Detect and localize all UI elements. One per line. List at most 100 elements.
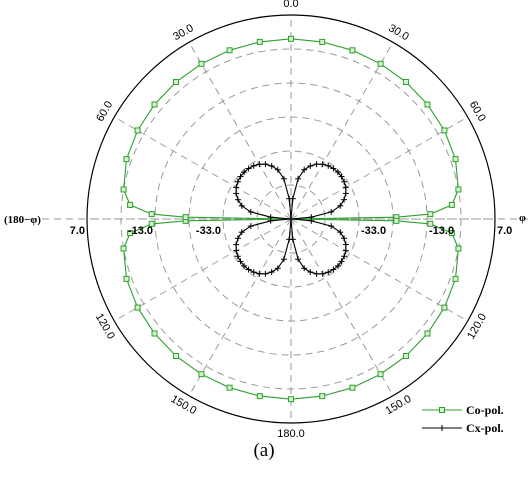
data-point — [313, 161, 320, 168]
data-point — [448, 201, 455, 208]
figure-caption: (a) — [253, 440, 275, 461]
data-point — [198, 60, 205, 67]
data-point — [349, 47, 356, 54]
data-point — [182, 214, 189, 221]
data-point — [234, 235, 241, 242]
data-point — [134, 127, 141, 134]
data-point — [123, 156, 130, 163]
data-point — [262, 270, 269, 277]
data-point — [338, 258, 345, 265]
legend-label: Cx-pol. — [466, 421, 504, 435]
data-point — [268, 269, 275, 276]
data-point — [427, 211, 434, 218]
data-point — [328, 208, 335, 215]
data-point — [337, 229, 344, 236]
grid-circle — [256, 184, 326, 254]
data-point — [280, 256, 287, 263]
data-point — [325, 269, 332, 276]
data-point — [334, 262, 341, 269]
data-point — [256, 38, 263, 45]
data-point — [247, 223, 254, 230]
data-point — [342, 241, 349, 248]
legend: Co-pol. Cx-pol. — [422, 403, 504, 435]
data-point — [337, 202, 344, 209]
angle-tick-label: 180.0 — [277, 428, 305, 440]
data-point — [247, 208, 254, 215]
data-point — [274, 166, 281, 173]
data-point — [424, 101, 431, 108]
radial-tick-label: 7.0 — [497, 225, 512, 237]
data-point — [349, 384, 356, 391]
data-point — [330, 165, 337, 172]
data-point — [319, 393, 326, 400]
data-point — [274, 265, 281, 272]
data-point — [288, 396, 294, 403]
data-point — [448, 230, 455, 237]
data-point — [245, 165, 252, 172]
data-point — [301, 166, 308, 173]
data-point — [262, 161, 269, 168]
angle-tick-label: 150.0 — [169, 393, 199, 417]
data-point — [393, 217, 400, 224]
data-point — [173, 79, 180, 86]
data-point — [256, 393, 263, 400]
data-point — [441, 304, 448, 311]
angle-tick-label: 150.0 — [384, 393, 414, 417]
data-point — [256, 270, 263, 277]
grid-spoke — [188, 42, 292, 220]
data-point — [238, 202, 245, 209]
data-point — [245, 266, 252, 273]
data-point — [301, 265, 308, 272]
data-point — [307, 162, 314, 169]
data-point — [313, 270, 320, 277]
radial-tick-label: -33.0 — [361, 225, 386, 237]
data-point — [377, 60, 384, 67]
data-point — [234, 196, 241, 203]
data-point — [295, 256, 302, 263]
data-point — [198, 371, 205, 378]
data-point — [280, 175, 287, 182]
data-point — [151, 101, 158, 108]
data-point — [286, 195, 293, 202]
data-point — [234, 253, 241, 260]
data-point — [233, 247, 240, 254]
left-side-label: (180−φ) — [4, 214, 41, 226]
radial-tick-label: -13.0 — [128, 225, 153, 237]
radial-tick-label: -33.0 — [196, 225, 221, 237]
data-point — [341, 235, 348, 242]
outer-boundary — [86, 14, 496, 424]
data-point — [267, 214, 274, 221]
data-point — [123, 275, 130, 282]
series-layer — [120, 35, 462, 403]
legend-marker — [439, 407, 445, 413]
data-point — [424, 330, 431, 337]
data-point — [233, 190, 240, 197]
data-point — [342, 190, 349, 197]
angle-tick-label: 120.0 — [93, 312, 117, 342]
legend-label: Co-pol. — [466, 403, 504, 417]
data-point — [241, 169, 248, 176]
radial-tick-label: 7.0 — [70, 225, 85, 237]
data-point — [308, 217, 315, 224]
data-point — [127, 201, 134, 208]
data-point — [319, 270, 326, 277]
data-point — [226, 47, 233, 54]
angle-tick-label: 120.0 — [465, 312, 489, 342]
data-point — [120, 186, 127, 193]
grid-spoke — [290, 116, 468, 220]
data-point — [402, 352, 409, 359]
data-point — [441, 127, 448, 134]
grid-spoke — [188, 218, 292, 396]
data-point — [250, 162, 257, 169]
data-point — [341, 196, 348, 203]
data-point — [452, 156, 459, 163]
data-point — [452, 275, 459, 282]
data-point — [295, 175, 302, 182]
data-point — [330, 266, 337, 273]
data-point — [148, 220, 155, 227]
data-point — [256, 161, 263, 168]
data-point — [234, 178, 241, 185]
data-point — [341, 178, 348, 185]
data-point — [402, 79, 409, 86]
